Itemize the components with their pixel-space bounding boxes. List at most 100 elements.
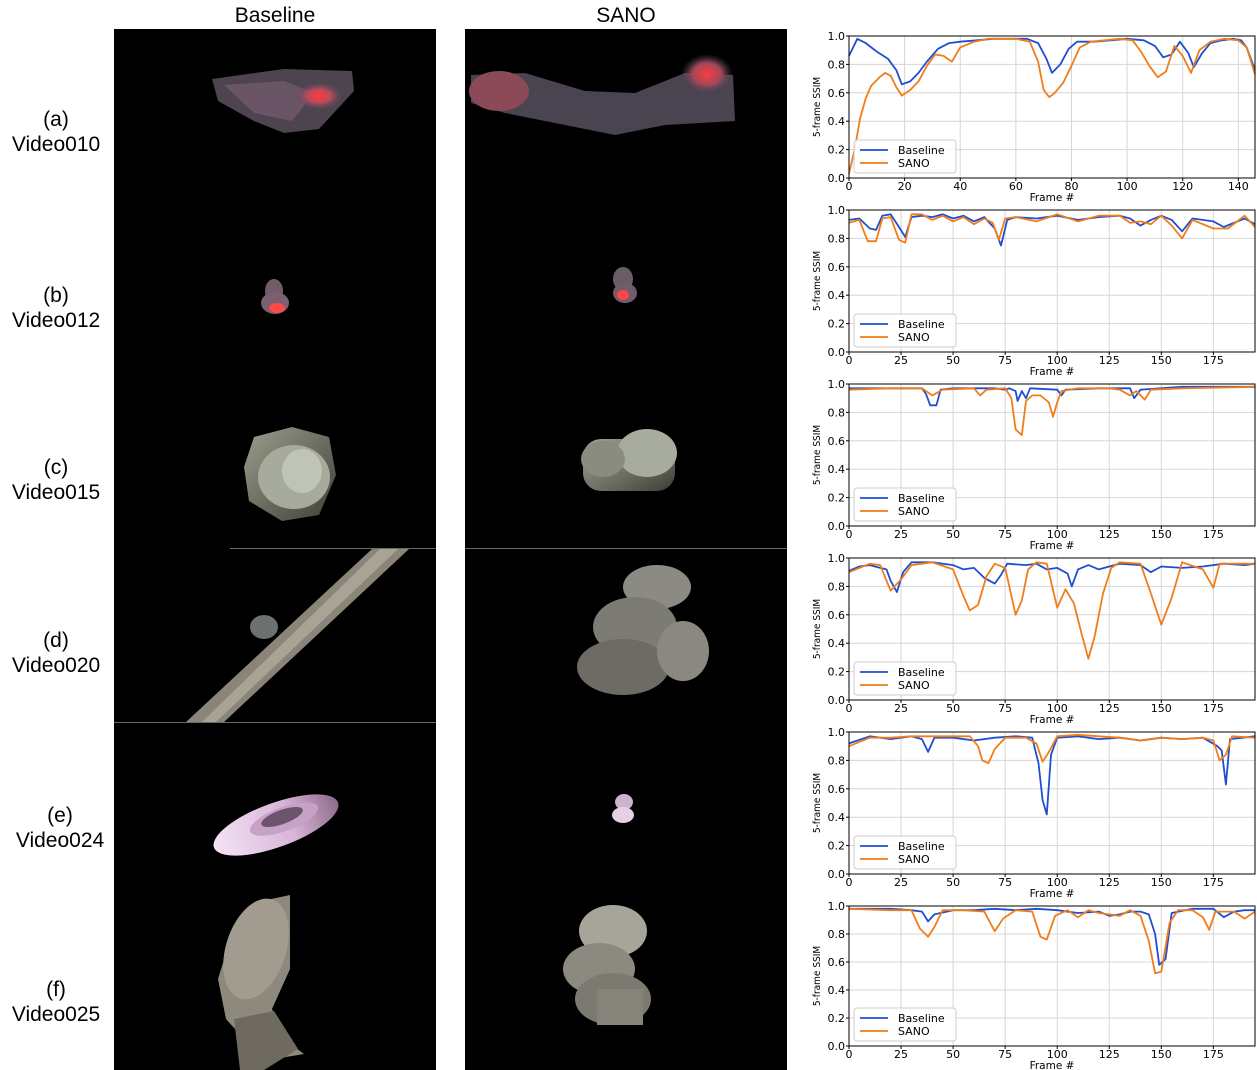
y-tick-label: 0.8 (828, 406, 846, 419)
x-tick-label: 175 (1203, 354, 1224, 367)
x-tick-label: 175 (1203, 1048, 1224, 1061)
y-tick-label: 0.6 (828, 609, 846, 622)
y-tick-label: 0.0 (828, 1040, 846, 1053)
series-line-sano (848, 733, 1256, 765)
series-line-baseline (848, 213, 1256, 247)
x-tick-label: 100 (1047, 354, 1068, 367)
y-tick-label: 0.0 (828, 694, 846, 707)
y-tick-label: 0.4 (828, 637, 846, 650)
legend-label-baseline: Baseline (898, 144, 945, 157)
series-line-sano (848, 213, 1256, 244)
row-label-d: (d) Video020 (0, 628, 112, 678)
x-tick-label: 0 (846, 876, 853, 889)
row-video: Video015 (11, 481, 101, 504)
row-video: Video020 (11, 654, 101, 677)
row-video: Video024 (15, 829, 105, 852)
x-tick-label: 125 (1099, 528, 1120, 541)
x-tick-label: 150 (1151, 354, 1172, 367)
y-tick-label: 0.2 (828, 318, 846, 331)
x-tick-label: 0 (846, 528, 853, 541)
y-tick-label: 1.0 (828, 30, 846, 43)
x-tick-label: 50 (946, 702, 960, 715)
y-tick-label: 0.2 (828, 666, 846, 679)
legend-box (853, 487, 957, 522)
row-label-e: (e) Video024 (4, 803, 116, 853)
column-header-sano: SANO (596, 4, 656, 27)
y-tick-label: 0.6 (828, 783, 846, 796)
x-tick-label: 150 (1151, 702, 1172, 715)
series-line-sano (848, 385, 1256, 436)
row-label-b: (b) Video012 (0, 283, 112, 333)
legend-label-sano: SANO (898, 157, 930, 170)
baseline-divider-d (230, 548, 436, 549)
y-tick-label: 1.0 (828, 552, 846, 565)
legend-box (853, 1007, 957, 1042)
y-tick-label: 0.4 (828, 115, 846, 128)
x-tick-label: 175 (1203, 528, 1224, 541)
x-tick-label: 50 (946, 876, 960, 889)
y-tick-label: 0.4 (828, 984, 846, 997)
x-tick-label: 20 (898, 180, 912, 193)
x-tick-label: 0 (846, 354, 853, 367)
legend-label-sano: SANO (898, 853, 930, 866)
sano-render-f (563, 905, 651, 1025)
series-line-sano (848, 561, 1255, 660)
x-tick-label: 125 (1099, 1048, 1120, 1061)
legend-label-baseline: Baseline (898, 492, 945, 505)
legend-box (853, 661, 957, 696)
series-line-baseline (848, 37, 1256, 86)
row-id: (d) (43, 629, 69, 652)
ssim-plot-e: 0 25 50 75 100 125 150 175 0.0 0.2 0.4 0.6 0.8 1.0 Fra… (812, 726, 1257, 900)
x-tick-label: 175 (1203, 876, 1224, 889)
y-tick-label: 0.4 (828, 811, 846, 824)
legend-box (853, 313, 957, 348)
y-tick-label: 0.8 (828, 754, 846, 767)
row-id: (f) (46, 978, 66, 1001)
y-tick-label: 0.2 (828, 144, 846, 157)
baseline-reconstructions (114, 29, 436, 1070)
x-tick-label: 100 (1047, 702, 1068, 715)
series-line-baseline (848, 561, 1256, 593)
baseline-render-b (261, 279, 289, 314)
y-tick-label: 0.8 (828, 580, 846, 593)
legend-label-sano: SANO (898, 331, 930, 344)
x-axis-label: Frame # (1030, 714, 1075, 726)
row-label-f: (f) Video025 (0, 977, 112, 1027)
ssim-plot-f: 0 25 50 75 100 125 150 175 0.0 0.2 0.4 0.6 0.8 1.0 Fra… (812, 900, 1257, 1070)
y-tick-label: 0.0 (828, 520, 846, 533)
y-axis-label: 5-frame SSIM (812, 251, 823, 311)
sano-divider-d (465, 548, 787, 549)
x-tick-label: 50 (946, 528, 960, 541)
y-tick-label: 0.0 (828, 868, 846, 881)
plot-frame (848, 383, 1256, 527)
row-video: Video010 (11, 133, 101, 156)
x-tick-label: 140 (1228, 180, 1249, 193)
sano-render-b (613, 267, 637, 303)
y-tick-label: 0.2 (828, 840, 846, 853)
x-tick-label: 75 (998, 354, 1012, 367)
x-tick-label: 50 (946, 1048, 960, 1061)
plot-frame (848, 557, 1256, 701)
legend-label-baseline: Baseline (898, 666, 945, 679)
series-line-baseline (849, 907, 1255, 966)
x-tick-label: 80 (1064, 180, 1078, 193)
row-video: Video012 (11, 309, 101, 332)
y-axis-label: 5-frame SSIM (812, 425, 823, 485)
x-tick-label: 60 (1009, 180, 1023, 193)
x-tick-label: 75 (998, 702, 1012, 715)
ssim-plot-b: 0 25 50 75 100 125 150 175 0.0 0.2 0.4 0.6 0.8 1.0 Fra… (812, 204, 1257, 378)
x-tick-label: 25 (894, 1048, 908, 1061)
ssim-plot-c: 0 25 50 75 100 125 150 175 0.0 0.2 0.4 0.6 0.8 1.0 Fra… (812, 378, 1257, 552)
x-tick-label: 100 (1047, 528, 1068, 541)
column-header-baseline: Baseline (234, 4, 316, 27)
y-tick-label: 1.0 (828, 204, 846, 217)
legend-label-baseline: Baseline (898, 318, 945, 331)
sano-render-a (469, 54, 735, 135)
x-tick-label: 150 (1151, 876, 1172, 889)
row-id: (b) (43, 284, 69, 307)
series-line-sano (848, 37, 1256, 174)
y-axis-label: 5-frame SSIM (812, 599, 823, 659)
legend-label-baseline: Baseline (898, 840, 945, 853)
y-axis-label: 5-frame SSIM (812, 946, 823, 1006)
legend-label-sano: SANO (898, 1025, 930, 1038)
